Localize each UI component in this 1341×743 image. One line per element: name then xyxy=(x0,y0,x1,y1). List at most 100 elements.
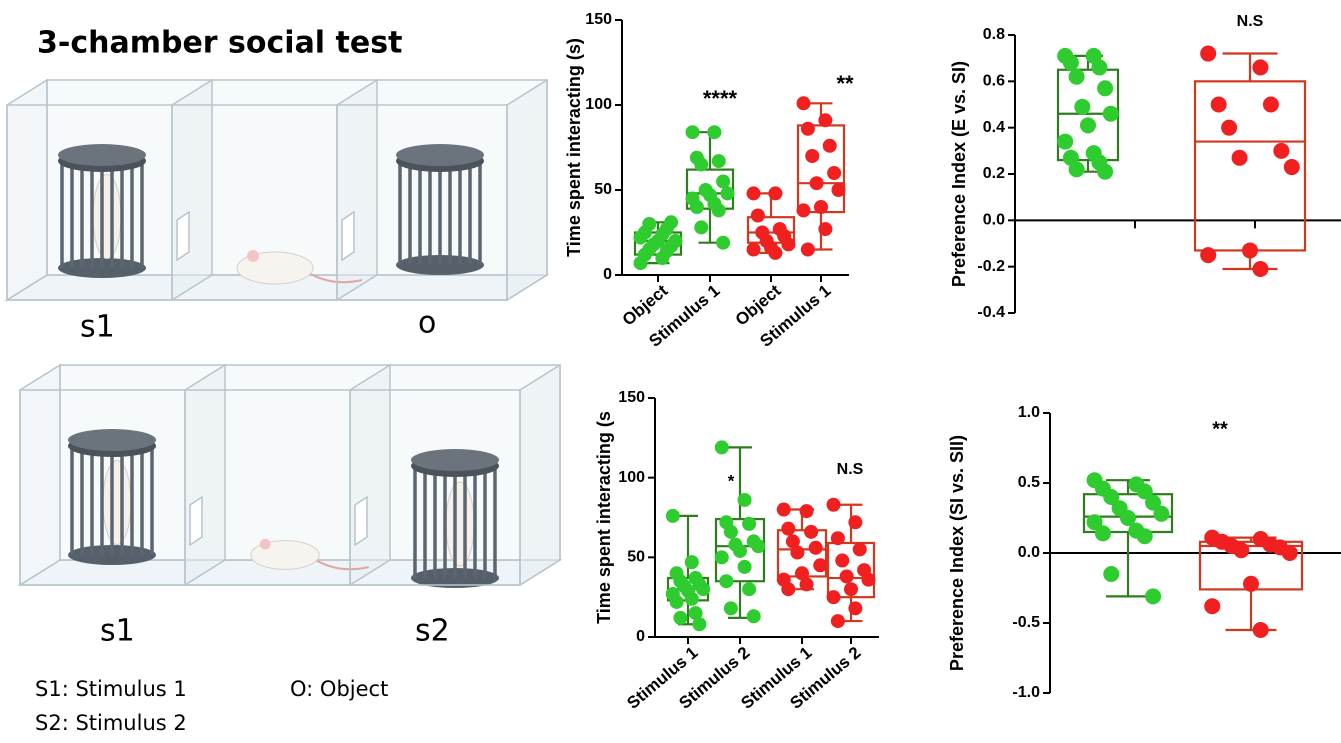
data-point xyxy=(805,149,820,163)
data-point xyxy=(1136,528,1153,545)
legend-text: S2: Stimulus 2 xyxy=(35,711,187,735)
y-tick-label: -0.4 xyxy=(977,304,1005,321)
data-point xyxy=(1103,566,1120,582)
data-point xyxy=(714,550,729,565)
chamber-label: s2 xyxy=(415,614,450,649)
data-point xyxy=(1221,119,1238,136)
data-point xyxy=(694,157,709,172)
data-point xyxy=(768,245,783,260)
data-point xyxy=(668,234,683,248)
data-point xyxy=(688,606,703,621)
data-point xyxy=(826,497,841,512)
cage-lid xyxy=(68,429,156,451)
data-point xyxy=(808,540,823,555)
data-point xyxy=(1097,80,1114,97)
y-tick-label: 100 xyxy=(618,469,645,486)
data-point xyxy=(795,566,809,581)
data-point xyxy=(848,601,863,616)
door xyxy=(189,495,203,547)
data-point xyxy=(746,186,761,201)
data-point xyxy=(839,569,854,584)
data-point xyxy=(1086,514,1103,531)
data-point xyxy=(716,235,731,250)
data-point xyxy=(1252,622,1269,638)
data-point xyxy=(799,577,814,592)
data-point xyxy=(776,502,791,517)
y-tick-label: -0.5 xyxy=(1012,614,1040,631)
data-point xyxy=(826,590,841,605)
side-wall xyxy=(336,78,378,302)
cage-lid xyxy=(58,144,146,166)
y-tick-label: -0.2 xyxy=(977,258,1005,275)
side-wall xyxy=(184,363,226,587)
data-point xyxy=(1231,149,1248,166)
y-tick-label: 50 xyxy=(627,549,645,566)
side-wall xyxy=(349,363,391,587)
chart-panel: -0.4 -0.2 0.0 0.2 0.4 0.6 0.8 Preference Index … xyxy=(949,13,1341,321)
y-tick-label: 100 xyxy=(585,96,612,113)
data-point xyxy=(711,154,726,169)
data-point xyxy=(1091,59,1108,76)
data-point xyxy=(737,559,752,574)
right-wall xyxy=(519,363,561,587)
data-point xyxy=(1136,483,1153,500)
y-axis-label: Time spent interacting (s xyxy=(594,411,614,624)
side-wall xyxy=(19,363,61,587)
y-tick-label: 0.0 xyxy=(1018,544,1040,561)
data-point xyxy=(818,222,833,237)
data-point xyxy=(642,217,657,231)
data-point xyxy=(852,542,867,557)
y-axis-label: Preference Index (SI vs. SII) xyxy=(947,435,967,671)
data-point xyxy=(684,591,699,606)
data-point xyxy=(673,610,688,625)
annotation: N.S xyxy=(1237,13,1264,30)
y-axis-label: Time spent interacting (s) xyxy=(564,38,584,257)
data-point xyxy=(1273,142,1290,159)
cage-lid xyxy=(411,449,499,471)
data-point xyxy=(1080,117,1096,134)
data-point xyxy=(707,125,722,140)
y-tick-label: 150 xyxy=(618,389,645,406)
data-point xyxy=(746,242,761,257)
data-point xyxy=(1120,510,1136,526)
data-point xyxy=(818,113,833,128)
data-point xyxy=(719,574,734,589)
mouse-tail xyxy=(313,558,370,571)
data-point xyxy=(1283,159,1300,176)
data-point xyxy=(1097,163,1114,180)
data-point xyxy=(685,125,700,140)
data-point xyxy=(711,203,726,218)
data-point xyxy=(694,220,709,235)
data-point xyxy=(684,555,699,570)
annotation: ** xyxy=(1212,418,1228,440)
data-point xyxy=(689,200,704,214)
data-point xyxy=(781,521,796,536)
data-point xyxy=(751,539,766,554)
data-point xyxy=(768,186,783,201)
mouse-ear xyxy=(247,250,259,262)
chamber xyxy=(17,363,563,588)
chamber-label: s1 xyxy=(80,310,115,345)
box xyxy=(714,517,766,583)
data-point xyxy=(848,515,863,530)
data-point xyxy=(799,504,814,519)
y-tick-label: 0.6 xyxy=(983,73,1005,90)
data-point xyxy=(822,138,837,153)
annotation: * xyxy=(728,471,735,490)
data-point xyxy=(664,215,679,230)
data-point xyxy=(1252,260,1269,277)
figure-title: 3-chamber social test xyxy=(37,26,402,61)
data-point xyxy=(742,516,757,531)
data-point xyxy=(1145,494,1162,511)
data-point xyxy=(1062,54,1079,71)
data-point xyxy=(785,534,800,549)
data-point xyxy=(1068,161,1085,178)
front-face xyxy=(19,389,521,586)
data-point xyxy=(746,609,761,624)
data-point xyxy=(796,203,811,218)
illustration: 3-chamber social test s1 o s1 s2 S1: Sti… xyxy=(4,26,563,735)
right-wall xyxy=(506,78,548,302)
y-tick-label: 0 xyxy=(636,628,645,645)
y-tick-label: 1.0 xyxy=(1018,404,1040,421)
